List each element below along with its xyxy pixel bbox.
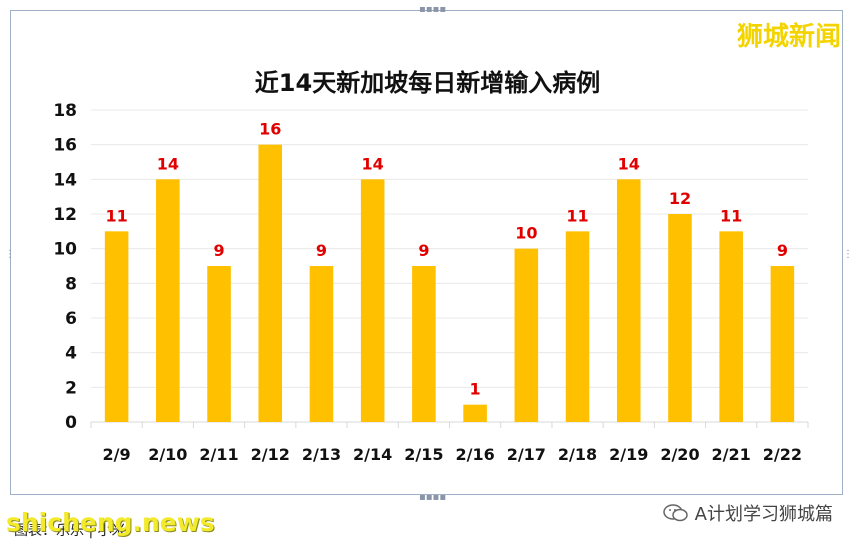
y-tick-label: 4 [65,344,77,364]
brand-logo-text: 狮城新闻 [736,22,841,52]
data-label: 1 [470,380,481,399]
data-label: 11 [566,206,588,225]
bar [668,214,692,422]
bar [207,266,231,422]
data-label: 9 [418,241,429,260]
x-tick-label: 2/10 [148,445,187,464]
x-tick-label: 2/19 [609,445,648,464]
data-label: 14 [618,154,640,173]
x-tick-label: 2/11 [199,445,238,464]
resize-handle-right[interactable]: ⋮ [843,249,853,260]
x-tick-label: 2/18 [558,445,597,464]
bar [719,231,743,422]
data-label: 11 [720,206,742,225]
bar [463,404,487,422]
y-tick-label: 10 [53,240,77,260]
chart-area[interactable]: 近14天新加坡每日新增输入病例 0 2 4 6 8 10 12 14 16 18 11 2/9 14 2/… [10,10,843,495]
data-label: 14 [362,154,384,173]
x-tick-label: 2/13 [302,445,341,464]
y-tick-label: 2 [65,378,77,398]
bar [156,179,180,422]
data-label: 10 [515,224,537,243]
data-label: 14 [157,154,179,173]
account-name: A计划学习狮城篇 [694,504,833,525]
x-tick-label: 2/14 [353,445,392,464]
data-label: 16 [259,120,281,139]
chart-title: 近14天新加坡每日新增输入病例 [254,69,601,97]
x-tick-label: 2/22 [763,445,802,464]
resize-handle-left[interactable]: ⋮ [5,249,15,260]
x-tick-label: 2/16 [455,445,494,464]
bar [514,248,539,422]
bar-chart: 0 2 4 6 8 10 12 14 16 18 11 2/9 14 2/10 9 2/11 16 2/12 9 2/… [53,101,809,464]
data-label: 9 [213,241,224,260]
data-label: 9 [316,241,327,260]
bar [360,179,385,422]
x-tick-label: 2/9 [103,445,131,464]
x-tick-label: 2/15 [404,445,443,464]
wechat-icon [662,503,689,523]
resize-handle-bottom[interactable]: ▪▪▪▪ [419,492,447,503]
x-tick-label: 2/17 [507,445,546,464]
resize-handle-top[interactable]: ▪▪▪▪ [419,4,447,15]
x-tick-label: 2/20 [660,445,699,464]
data-label: 12 [669,189,691,208]
y-tick-label: 18 [53,101,77,121]
data-label: 9 [777,241,788,260]
bar [258,144,283,422]
site-watermark: shicheng.news [6,508,215,537]
bar [565,231,590,422]
bar [770,266,795,422]
x-tick-label: 2/21 [712,445,751,464]
bar [309,266,334,422]
y-tick-label: 6 [65,309,77,329]
y-tick-label: 14 [53,170,77,190]
data-label: 11 [105,206,127,225]
bar [104,231,129,422]
chart-credit: 图表：乐乐 | 小米 [14,523,126,539]
x-tick-label: 2/12 [251,445,290,464]
account-signature: A计划学习狮城篇 [662,500,833,526]
y-tick-label: 0 [65,413,77,433]
bar [616,179,641,422]
y-tick-label: 12 [53,205,77,225]
y-tick-label: 8 [65,274,77,294]
bar [412,266,436,422]
y-tick-label: 16 [53,136,77,156]
